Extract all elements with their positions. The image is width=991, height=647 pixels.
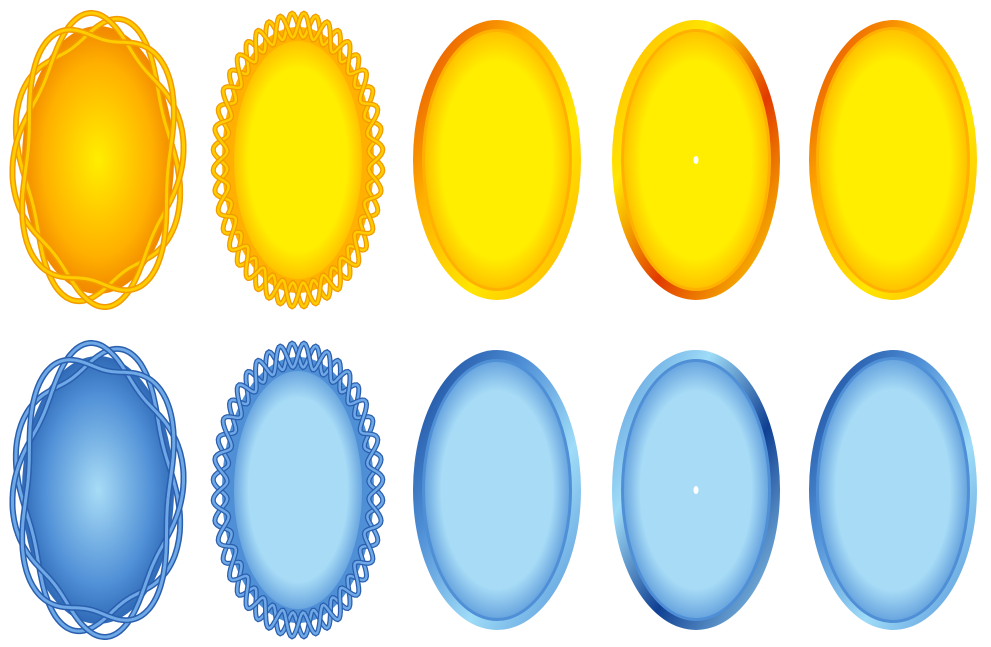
blue-oval-frame-thin-bevel-frame — [809, 350, 977, 630]
gold-oval-frame-wavy-wire-frame — [210, 10, 386, 310]
gold-oval-frame-twisted-wire-frame — [9, 10, 187, 310]
gold-oval-frame-thin-bevel-frame — [809, 20, 977, 300]
gold-oval-frame-bevel-frame-with-highlight — [612, 20, 780, 300]
blue-oval-frame-plain-bevel-frame — [413, 350, 581, 630]
blue-oval-frame-wavy-wire-frame — [210, 340, 386, 640]
gold-oval-frame-plain-bevel-frame — [413, 20, 581, 300]
blue-center-highlight — [693, 486, 699, 494]
gold-center-highlight — [693, 156, 699, 164]
blue-oval-frame-bevel-frame-with-highlight — [612, 350, 780, 630]
blue-oval-frame-twisted-wire-frame — [9, 340, 187, 640]
